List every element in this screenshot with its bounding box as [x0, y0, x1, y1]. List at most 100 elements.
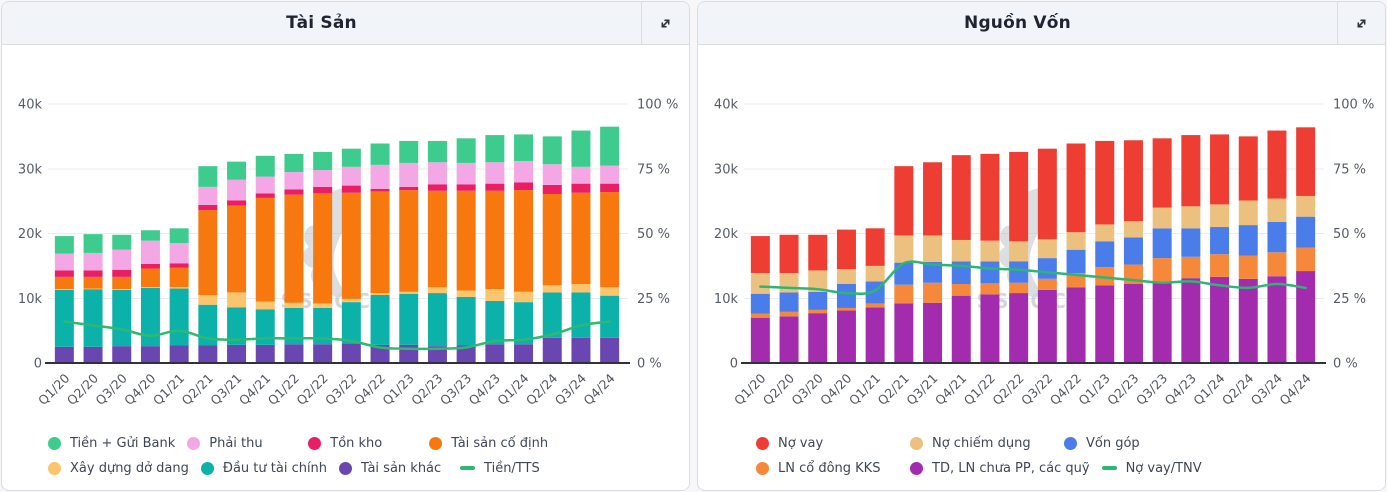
legend-item-xay-dung-do-dang[interactable]: Xây dựng dở dang	[48, 458, 201, 478]
legend-row: Tiền + Gửi Bank Phải thu Tồn kho Tài sản cố…	[48, 433, 689, 453]
svg-text:Q1/22: Q1/22	[265, 371, 302, 408]
capital-panel-header: Nguồn Vốn	[698, 2, 1385, 45]
svg-text:Q3/23: Q3/23	[1133, 371, 1170, 408]
legend-item-td-ln-chua-pp[interactable]: TD, LN chưa PP, các quỹ	[910, 458, 1102, 478]
svg-text:Q2/21: Q2/21	[179, 371, 216, 408]
legend-item-no-chiem-dung[interactable]: Nợ chiếm dụng	[910, 433, 1064, 453]
legend-label: Đầu tư tài chính	[222, 460, 328, 476]
legend-dot-marker-icon	[200, 461, 214, 475]
svg-text:20k: 20k	[18, 227, 43, 242]
svg-text:Q1/24: Q1/24	[494, 370, 531, 407]
svg-text:50 %: 50 %	[637, 227, 670, 242]
expand-diagonal-icon	[657, 15, 674, 32]
svg-text:Q2/20: Q2/20	[760, 370, 797, 407]
legend-label: Nợ vay	[778, 435, 824, 451]
legend-label: Nợ chiếm dụng	[932, 435, 1031, 451]
capital-legend: Nợ vay Nợ chiếm dụng Vốn góp LN cổ đông KKS…	[698, 423, 1385, 478]
svg-text:Q1/21: Q1/21	[150, 371, 187, 408]
svg-text:20k: 20k	[714, 227, 739, 242]
legend-item-ln-co-dong-kks[interactable]: LN cổ đông KKS	[756, 458, 910, 478]
legend-dot-marker-icon	[910, 436, 923, 450]
svg-text:40k: 40k	[714, 98, 739, 113]
legend-label: Tài sản cố định	[451, 435, 549, 451]
svg-text:Q2/23: Q2/23	[1104, 371, 1141, 408]
legend-item-dau-tu-tai-chinh[interactable]: Đầu tư tài chính	[200, 458, 339, 478]
svg-text:100 %: 100 %	[1333, 98, 1374, 113]
legend-item-no-vay-tnv[interactable]: Nợ vay/TNV	[1101, 458, 1256, 478]
assets-panel: Tài Sản SSTOCK 0 10k 20k 30k 40k 0 % 25 % 50 % 75…	[1, 1, 690, 491]
svg-text:75 %: 75 %	[1333, 162, 1366, 177]
svg-text:Q2/24: Q2/24	[1219, 370, 1256, 407]
svg-text:Q4/23: Q4/23	[466, 371, 503, 408]
capital-expand-button[interactable]	[1337, 2, 1385, 44]
legend-dot-marker-icon	[48, 461, 61, 475]
assets-panel-header: Tài Sản	[2, 2, 689, 45]
svg-text:Q4/20: Q4/20	[817, 370, 854, 407]
svg-text:Q3/24: Q3/24	[552, 370, 589, 407]
svg-text:75 %: 75 %	[637, 162, 670, 177]
svg-text:Q3/21: Q3/21	[207, 371, 244, 408]
legend-dot-marker-icon	[910, 461, 923, 475]
svg-text:Q4/22: Q4/22	[1047, 371, 1084, 408]
svg-text:Q1/20: Q1/20	[35, 370, 72, 407]
legend-dot-marker-icon	[756, 461, 769, 475]
svg-text:10k: 10k	[18, 292, 43, 307]
svg-text:Q3/20: Q3/20	[788, 370, 825, 407]
svg-text:Q2/22: Q2/22	[989, 371, 1026, 408]
page-title-assets: Tài Sản	[286, 13, 357, 33]
svg-text:Q4/20: Q4/20	[121, 370, 158, 407]
svg-text:Q2/21: Q2/21	[875, 371, 912, 408]
legend-label: TD, LN chưa PP, các quỹ	[932, 460, 1090, 476]
svg-text:0 %: 0 %	[637, 357, 662, 372]
svg-text:Q1/24: Q1/24	[1190, 370, 1227, 407]
legend-dot-marker-icon	[187, 436, 201, 450]
svg-text:Q3/20: Q3/20	[92, 370, 129, 407]
svg-text:Q2/20: Q2/20	[64, 370, 101, 407]
legend-label: Tiền/TTS	[484, 460, 540, 476]
svg-text:50 %: 50 %	[1333, 227, 1366, 242]
svg-text:Q1/20: Q1/20	[731, 370, 768, 407]
svg-text:25 %: 25 %	[1333, 292, 1366, 307]
legend-dot-marker-icon	[756, 436, 769, 450]
legend-line-marker-icon	[1101, 466, 1117, 470]
svg-text:0: 0	[730, 357, 738, 372]
legend-dot-marker-icon	[1064, 436, 1077, 450]
svg-text:Q4/24: Q4/24	[580, 370, 617, 407]
legend-row: Xây dựng dở dang Đầu tư tài chính Tài sản …	[48, 458, 689, 478]
legend-label: Tài sản khác	[361, 460, 442, 476]
svg-text:Q3/22: Q3/22	[322, 371, 359, 408]
legend-dot-marker-icon	[429, 436, 443, 450]
legend-item-ton-kho[interactable]: Tồn kho	[308, 433, 429, 453]
legend-item-von-gop[interactable]: Vốn góp	[1064, 433, 1218, 453]
assets-expand-button[interactable]	[641, 2, 689, 44]
legend-label: Vốn góp	[1086, 435, 1140, 451]
legend-item-tien-gui-bank[interactable]: Tiền + Gửi Bank	[48, 433, 187, 453]
legend-label: Tồn kho	[330, 435, 383, 451]
svg-text:0: 0	[34, 357, 42, 372]
svg-text:30k: 30k	[714, 162, 739, 177]
svg-text:Q2/24: Q2/24	[523, 370, 560, 407]
svg-text:Q4/21: Q4/21	[236, 371, 273, 408]
svg-text:Q4/21: Q4/21	[932, 371, 969, 408]
svg-text:Q3/23: Q3/23	[437, 371, 474, 408]
capital-chart-area: SSTOCK 0 10k 20k 30k 40k 0 % 25 % 50 % 75 % 100 % Q…	[698, 45, 1385, 423]
legend-item-tai-san-co-dinh[interactable]: Tài sản cố định	[429, 433, 560, 453]
legend-item-phai-thu[interactable]: Phải thu	[187, 433, 308, 453]
legend-item-tien-tts[interactable]: Tiền/TTS	[460, 458, 581, 478]
legend-label: Phải thu	[209, 435, 263, 451]
legend-label: Tiền + Gửi Bank	[70, 435, 176, 451]
svg-text:Q2/23: Q2/23	[408, 371, 445, 408]
svg-text:Q3/22: Q3/22	[1018, 371, 1055, 408]
svg-text:Q3/21: Q3/21	[903, 371, 940, 408]
legend-dot-marker-icon	[308, 436, 322, 450]
svg-text:0 %: 0 %	[1333, 357, 1358, 372]
assets-chart-area: SSTOCK 0 10k 20k 30k 40k 0 % 25 % 50 % 75 % 100 % Q…	[2, 45, 689, 423]
legend-item-tai-san-khac[interactable]: Tài sản khác	[339, 458, 460, 478]
legend-item-no-vay[interactable]: Nợ vay	[756, 433, 910, 453]
legend-label: LN cổ đông KKS	[778, 460, 881, 476]
svg-text:Q4/23: Q4/23	[1162, 371, 1199, 408]
svg-text:Q2/22: Q2/22	[293, 371, 330, 408]
